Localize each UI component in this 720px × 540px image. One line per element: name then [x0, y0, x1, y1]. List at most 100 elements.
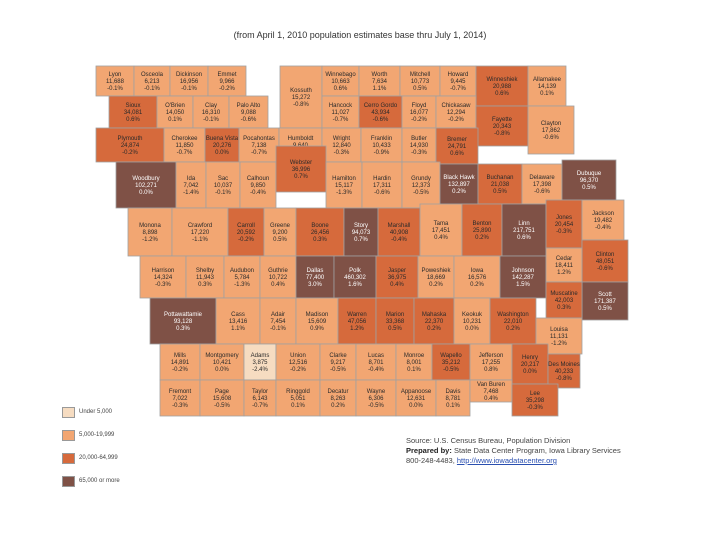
county-name: Buena Vista	[206, 136, 239, 142]
county-shape	[501, 203, 547, 257]
county-shape	[401, 95, 437, 129]
county-shape	[337, 297, 377, 345]
county-name: Cedar	[556, 256, 572, 262]
legend-item-20000-64999: 20,000-64,999	[62, 450, 120, 466]
county-change: 1.1%	[373, 86, 387, 92]
county-change: 0.2%	[427, 326, 441, 332]
website-link[interactable]: http://www.iowadatacenter.org	[456, 456, 557, 465]
county-change: -0.8%	[293, 102, 309, 108]
county-change: 0.9%	[310, 326, 324, 332]
county-change: 0.6%	[517, 235, 531, 241]
county-population: 25,890	[473, 228, 492, 234]
county-population: 20,454	[555, 222, 574, 228]
county-population: 7,454	[270, 319, 286, 325]
county-population: 36,975	[388, 275, 407, 281]
county-name: Union	[290, 353, 306, 359]
county-shape	[95, 127, 165, 163]
county-population: 3,875	[252, 360, 268, 366]
county-population: 12,631	[407, 396, 426, 402]
county-change: -0.6%	[597, 266, 613, 272]
county-name: Des Moines	[548, 362, 580, 368]
county-change: -0.7%	[333, 117, 349, 123]
county-population: 33,368	[386, 319, 405, 325]
county-shape	[395, 379, 437, 417]
county-shape	[545, 199, 583, 249]
legend-label: 65,000 or more	[79, 478, 120, 484]
county-change: 0.4%	[271, 282, 285, 288]
county-name: Monona	[139, 223, 161, 229]
county-population: 7,042	[183, 183, 199, 189]
county-name: Keokuk	[462, 312, 483, 318]
county-change: -0.1%	[107, 86, 123, 92]
county-name: Mahaska	[422, 312, 447, 318]
county-population: 7,138	[251, 143, 267, 149]
county-population: 20,592	[237, 230, 256, 236]
county-change: 0.0%	[139, 190, 153, 196]
county-shape	[169, 65, 209, 97]
county-population: 77,400	[306, 275, 325, 281]
county-shape	[192, 95, 230, 129]
county-name: Harrison	[152, 268, 175, 274]
county-population: 15,609	[308, 319, 327, 325]
county-name: Buchanan	[486, 175, 513, 181]
county-shape	[171, 207, 229, 257]
county-shape	[547, 353, 581, 389]
county-name: Van Buren	[477, 382, 505, 388]
county-name: Lyon	[109, 72, 122, 78]
county-name: Taylor	[252, 389, 268, 395]
county-name: Black Hawk	[443, 175, 475, 181]
county-name: Fayette	[492, 117, 513, 123]
county-name: Tama	[434, 221, 449, 227]
county-change: 0.2%	[452, 189, 466, 195]
county-shape	[511, 343, 549, 385]
legend-item-under-5000: Under 5,000	[62, 404, 120, 420]
county-name: Louisa	[550, 327, 568, 333]
legend-label: 20,000-64,999	[79, 455, 118, 461]
county-change: 0.6%	[450, 151, 464, 157]
county-population: 10,663	[331, 79, 350, 85]
county-change: 0.5%	[493, 189, 507, 195]
county-shape	[399, 65, 441, 97]
county-name: Cherokee	[171, 136, 198, 142]
county-change: 0.6%	[334, 86, 348, 92]
county-population: 34,081	[124, 110, 143, 116]
county-name: Lee	[530, 391, 541, 397]
county-population: 12,294	[447, 110, 466, 116]
county-name: Marshall	[388, 223, 411, 229]
county-population: 96,370	[580, 178, 599, 184]
county-name: Henry	[522, 355, 538, 361]
county-population: 14,324	[154, 275, 173, 281]
legend-item-65000-plus: 65,000 or more	[62, 473, 120, 489]
county-population: 8,263	[330, 396, 346, 402]
county-change: -0.4%	[595, 225, 611, 231]
phone: 800-248-4483,	[406, 456, 455, 465]
county-name: Carroll	[237, 223, 255, 229]
county-name: Winneshiek	[486, 77, 518, 83]
county-population: 20,217	[521, 362, 540, 368]
county-change: -0.3%	[155, 282, 171, 288]
county-shape	[475, 105, 529, 147]
county-population: 6,306	[368, 396, 384, 402]
county-name: Plymouth	[117, 136, 142, 142]
county-population: 9,966	[219, 79, 235, 85]
